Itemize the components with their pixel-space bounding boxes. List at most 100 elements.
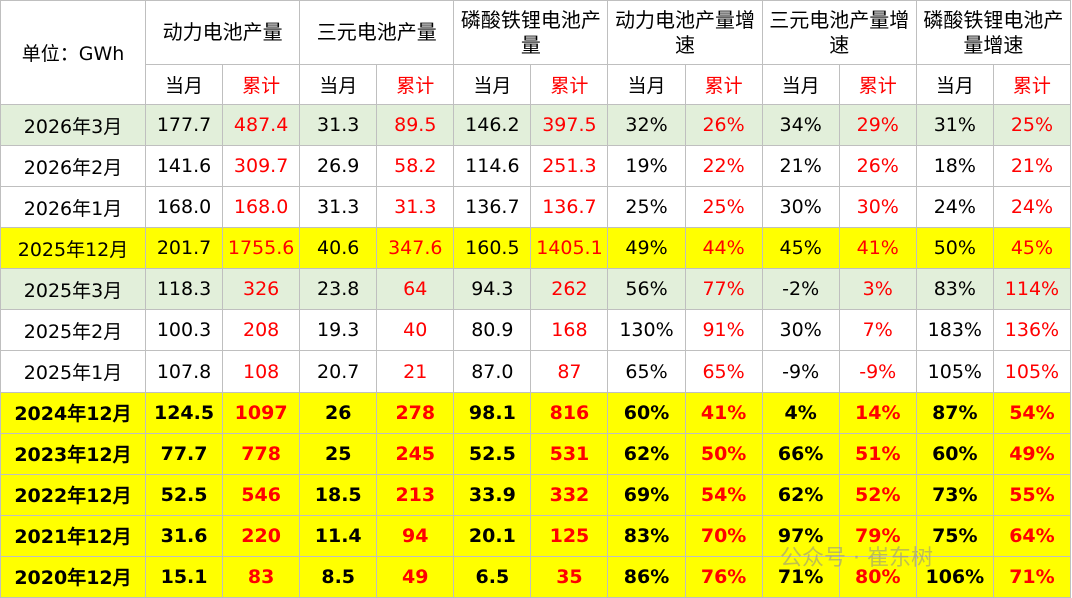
group-header: 动力电池产量 xyxy=(144,0,301,65)
column-header: 累计 xyxy=(530,64,609,105)
cell: 83% xyxy=(915,268,994,311)
cell: 21 xyxy=(376,350,455,393)
unit-cell: 单位：GWh xyxy=(0,0,146,105)
cell: 29% xyxy=(838,103,917,147)
cell: 52.5 xyxy=(453,432,532,475)
cell: 18.5 xyxy=(299,473,378,516)
row-label: 2023年12月 xyxy=(0,432,146,475)
cell: 168.0 xyxy=(222,186,301,229)
cell: 347.6 xyxy=(376,227,455,270)
cell: 87% xyxy=(915,391,994,434)
cell: 40.6 xyxy=(299,227,378,270)
cell: 106% xyxy=(915,555,994,598)
cell: 1755.6 xyxy=(222,227,301,270)
cell: 49% xyxy=(607,227,686,270)
cell: 213 xyxy=(376,473,455,516)
data-row: 2020年12月 15.1 83 8.5 49 6.5 35 86% 76% 71% 80% 106%… xyxy=(0,555,1072,598)
cell: 80% xyxy=(838,555,917,598)
cell: 8.5 xyxy=(299,555,378,598)
cell: 31.3 xyxy=(376,186,455,229)
cell: 105% xyxy=(915,350,994,393)
cell: 44% xyxy=(684,227,763,270)
data-row: 2025年12月 201.7 1755.6 40.6 347.6 160.5 1405.1 4… xyxy=(0,227,1072,270)
column-header: 当月 xyxy=(299,64,378,105)
cell: 32% xyxy=(607,103,686,147)
cell: 108 xyxy=(222,350,301,393)
cell: 332 xyxy=(530,473,609,516)
cell: 118.3 xyxy=(144,268,224,311)
cell: 86% xyxy=(607,555,686,598)
column-header: 当月 xyxy=(144,64,224,105)
row-label: 2020年12月 xyxy=(0,555,146,598)
cell: 114.6 xyxy=(453,145,532,188)
row-label: 2025年12月 xyxy=(0,227,146,270)
cell: 60% xyxy=(915,432,994,475)
cell: 91% xyxy=(684,309,763,352)
row-label: 2025年3月 xyxy=(0,268,146,311)
cell: 816 xyxy=(530,391,609,434)
row-label: 2025年2月 xyxy=(0,309,146,352)
cell: 33.9 xyxy=(453,473,532,516)
cell: 52.5 xyxy=(144,473,224,516)
cell: 107.8 xyxy=(144,350,224,393)
cell: 50% xyxy=(915,227,994,270)
cell: 70% xyxy=(684,514,763,557)
cell: 69% xyxy=(607,473,686,516)
column-header: 累计 xyxy=(838,64,917,105)
cell: 6.5 xyxy=(453,555,532,598)
cell: 41% xyxy=(684,391,763,434)
subheader-row: 当月 累计 当月 累计 当月 累计 当月 累计 当月 累计 当月 累计 xyxy=(1,64,1072,105)
column-header: 当月 xyxy=(915,64,994,105)
table-body: 2026年3月 177.7 487.4 31.3 89.5 146.2 397.5 32% 26… xyxy=(0,103,1072,598)
cell: 54% xyxy=(684,473,763,516)
data-row: 2025年2月 100.3 208 19.3 40 80.9 168 130% 91% 30% 7%… xyxy=(0,309,1072,352)
cell: 778 xyxy=(222,432,301,475)
cell: 309.7 xyxy=(222,145,301,188)
cell: 26.9 xyxy=(299,145,378,188)
cell: 23.8 xyxy=(299,268,378,311)
cell: 245 xyxy=(376,432,455,475)
row-label: 2026年3月 xyxy=(0,103,146,147)
cell: 25 xyxy=(299,432,378,475)
cell: 94 xyxy=(376,514,455,557)
cell: 15.1 xyxy=(144,555,224,598)
row-label: 2021年12月 xyxy=(0,514,146,557)
cell: 80.9 xyxy=(453,309,532,352)
row-label: 2026年2月 xyxy=(0,145,146,188)
cell: 487.4 xyxy=(222,103,301,147)
cell: 168 xyxy=(530,309,609,352)
cell: -9% xyxy=(761,350,840,393)
cell: 25% xyxy=(992,103,1072,147)
cell: 141.6 xyxy=(144,145,224,188)
cell: -9% xyxy=(838,350,917,393)
row-label: 2024年12月 xyxy=(0,391,146,434)
cell: 20.1 xyxy=(453,514,532,557)
cell: 105% xyxy=(992,350,1072,393)
cell: 49 xyxy=(376,555,455,598)
cell: 7% xyxy=(838,309,917,352)
data-row: 2023年12月 77.7 778 25 245 52.5 531 62% 50% 66% 51% 6… xyxy=(0,432,1072,475)
cell: 35 xyxy=(530,555,609,598)
cell: 30% xyxy=(761,309,840,352)
cell: 25% xyxy=(607,186,686,229)
cell: 24% xyxy=(915,186,994,229)
cell: 87 xyxy=(530,350,609,393)
cell: 71% xyxy=(761,555,840,598)
cell: 183% xyxy=(915,309,994,352)
cell: 45% xyxy=(992,227,1072,270)
cell: 60% xyxy=(607,391,686,434)
cell: 124.5 xyxy=(144,391,224,434)
cell: 41% xyxy=(838,227,917,270)
cell: 76% xyxy=(684,555,763,598)
column-header: 累计 xyxy=(222,64,301,105)
group-header: 动力电池产量增速 xyxy=(607,0,763,65)
cell: 73% xyxy=(915,473,994,516)
cell: 77.7 xyxy=(144,432,224,475)
cell: 20.7 xyxy=(299,350,378,393)
group-header: 磷酸铁锂电池产量增速 xyxy=(915,0,1072,65)
cell: 136.7 xyxy=(530,186,609,229)
cell: 114% xyxy=(992,268,1072,311)
cell: 31.3 xyxy=(299,103,378,147)
cell: 83 xyxy=(222,555,301,598)
data-row: 2025年1月 107.8 108 20.7 21 87.0 87 65% 65% -9% -9% 1… xyxy=(0,350,1072,393)
